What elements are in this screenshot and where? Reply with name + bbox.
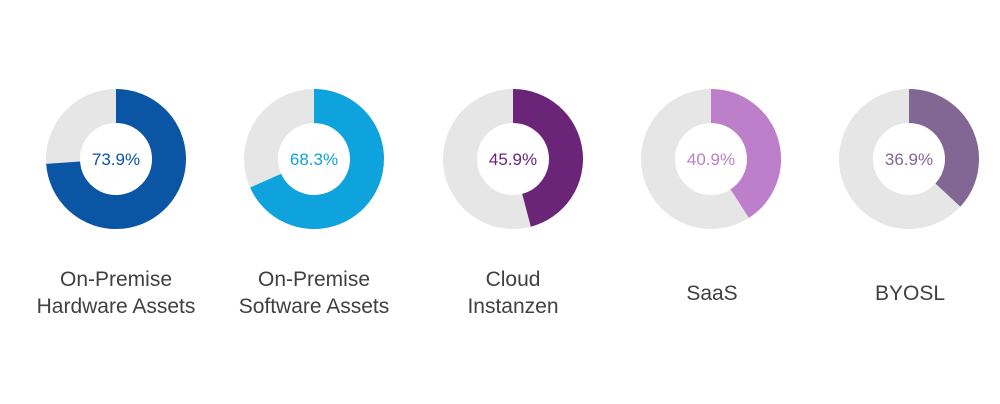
- donut-label-line: Cloud: [485, 268, 541, 291]
- donut-value-label: 36.9%: [885, 150, 933, 169]
- donut-label-line: BYOSL: [874, 282, 946, 305]
- donut-label-saas: SaaS: [617, 280, 807, 307]
- donut-software: 68.3%: [244, 89, 384, 229]
- donut-label-byosl: BYOSL: [815, 280, 1000, 307]
- donut-label-line: Hardware Assets: [36, 295, 196, 318]
- donut-label-software: On-Premise Software Assets: [219, 266, 409, 320]
- donut-value-arc: [250, 89, 384, 229]
- donut-byosl: 36.9%: [839, 89, 979, 229]
- donut-label-line: Software Assets: [238, 295, 390, 318]
- donut-label-line: SaaS: [686, 282, 738, 305]
- donut-value-label: 68.3%: [290, 150, 338, 169]
- donut-value-label: 40.9%: [687, 150, 735, 169]
- donut-value-arc: [46, 89, 186, 229]
- donut-value-arc: [908, 89, 979, 207]
- donut-label-cloud: Cloud Instanzen: [418, 266, 608, 320]
- donut-hardware: 73.9%: [46, 89, 186, 229]
- donut-value-label: 73.9%: [92, 150, 140, 169]
- donut-label-line: On-Premise: [257, 268, 371, 291]
- donut-label-hardware: On-Premise Hardware Assets: [21, 266, 211, 320]
- donut-label-line: On-Premise: [59, 268, 173, 291]
- donut-saas: 40.9%: [641, 89, 781, 229]
- donut-value-arc: [512, 89, 583, 227]
- donut-value-label: 45.9%: [489, 150, 537, 169]
- donut-value-arc: [710, 89, 781, 218]
- donut-cloud: 45.9%: [443, 89, 583, 229]
- donut-label-line: Instanzen: [467, 295, 559, 318]
